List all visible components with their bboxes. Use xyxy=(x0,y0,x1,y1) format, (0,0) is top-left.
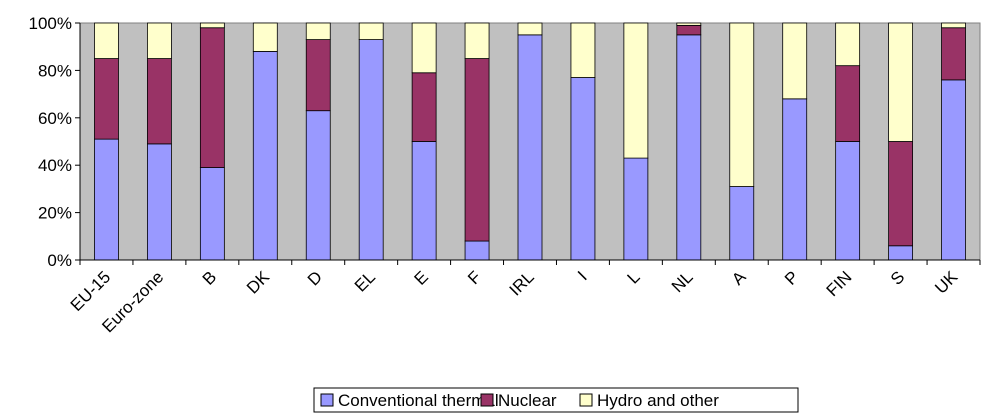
bar-hydro-and-other-s xyxy=(888,22,913,142)
bar-conventional-thermal-uk xyxy=(941,79,966,261)
bar-hydro-and-other-e xyxy=(411,22,437,74)
legend-swatch xyxy=(320,393,334,407)
x-tick-label: D xyxy=(304,267,326,289)
bar-conventional-thermal-b xyxy=(199,167,225,261)
bar-nuclear-fin xyxy=(835,65,861,142)
x-tick-label: A xyxy=(728,267,750,289)
bar-hydro-and-other-l xyxy=(623,22,649,159)
bar-conventional-thermal-l xyxy=(623,157,649,261)
bar-conventional-thermal-euro-zone xyxy=(147,143,172,261)
bar-nuclear-uk xyxy=(941,27,966,81)
bar-conventional-thermal-i xyxy=(570,77,596,261)
bar-conventional-thermal-d xyxy=(305,110,331,261)
bar-conventional-thermal-a xyxy=(729,186,755,261)
bar-conventional-thermal-fin xyxy=(835,141,861,261)
bar-hydro-and-other-nl xyxy=(676,22,702,26)
bar-hydro-and-other-irl xyxy=(517,22,543,36)
bar-nuclear-d xyxy=(305,39,331,112)
bar-nuclear-f xyxy=(464,58,490,242)
bar-conventional-thermal-el xyxy=(358,39,384,261)
legend-label: Conventional thermal xyxy=(338,391,499,410)
bar-hydro-and-other-p xyxy=(782,22,808,100)
y-tick-label: 20% xyxy=(38,204,72,223)
bar-conventional-thermal-s xyxy=(888,245,913,261)
y-tick-label: 40% xyxy=(38,156,72,175)
x-tick-label: EU-15 xyxy=(67,267,115,315)
y-tick-label: 60% xyxy=(38,109,72,128)
x-tick-label: P xyxy=(781,267,802,288)
legend-box xyxy=(313,387,799,413)
bar-hydro-and-other-a xyxy=(729,22,755,187)
bar-conventional-thermal-f xyxy=(464,240,490,261)
y-axis: 0% 20% 40% 60% 80% 100% xyxy=(29,14,81,270)
bar-nuclear-b xyxy=(199,27,225,168)
bar-nuclear-s xyxy=(888,141,913,247)
legend-label: Hydro and other xyxy=(597,391,719,410)
bar-hydro-and-other-eu-15 xyxy=(94,22,119,59)
legend-swatch xyxy=(579,393,593,407)
bar-hydro-and-other-d xyxy=(305,22,331,40)
bar-nuclear-euro-zone xyxy=(147,58,172,145)
x-tick-label: I xyxy=(574,267,591,284)
bar-conventional-thermal-eu-15 xyxy=(94,138,119,261)
bar-nuclear-e xyxy=(411,72,437,142)
legend: Conventional thermal Nuclear Hydro and oth… xyxy=(313,387,799,413)
x-tick-label: IRL xyxy=(506,267,538,299)
bar-conventional-thermal-p xyxy=(782,98,808,261)
x-tick-label: UK xyxy=(931,267,962,298)
legend-swatch xyxy=(480,393,494,407)
bar-nuclear-nl xyxy=(676,24,702,36)
x-tick-label: EL xyxy=(351,267,379,295)
bar-hydro-and-other-el xyxy=(358,22,384,40)
x-tick-label: F xyxy=(464,267,485,288)
y-tick-label: 100% xyxy=(29,14,72,33)
x-tick-label: FIN xyxy=(823,267,856,300)
bar-hydro-and-other-fin xyxy=(835,22,861,67)
y-tick-label: 80% xyxy=(38,61,72,80)
bar-conventional-thermal-e xyxy=(411,141,437,261)
bar-conventional-thermal-nl xyxy=(676,34,702,261)
x-tick-label: L xyxy=(624,267,644,287)
x-tick-label: B xyxy=(199,267,220,288)
bar-hydro-and-other-f xyxy=(464,22,490,59)
x-tick-label: E xyxy=(410,267,431,288)
x-tick-label: S xyxy=(887,267,908,288)
bar-hydro-and-other-uk xyxy=(941,22,966,29)
bar-conventional-thermal-dk xyxy=(252,51,278,261)
bar-nuclear-eu-15 xyxy=(94,58,119,140)
bar-conventional-thermal-irl xyxy=(517,34,543,261)
x-tick-label: DK xyxy=(243,267,274,298)
bar-hydro-and-other-b xyxy=(199,22,225,29)
bar-hydro-and-other-i xyxy=(570,22,596,78)
bars-layer xyxy=(94,22,966,261)
bar-hydro-and-other-dk xyxy=(252,22,278,52)
bar-hydro-and-other-euro-zone xyxy=(147,22,172,59)
x-tick-label: NL xyxy=(668,267,697,296)
y-tick-label: 0% xyxy=(47,251,72,270)
legend-label: Nuclear xyxy=(498,391,557,410)
